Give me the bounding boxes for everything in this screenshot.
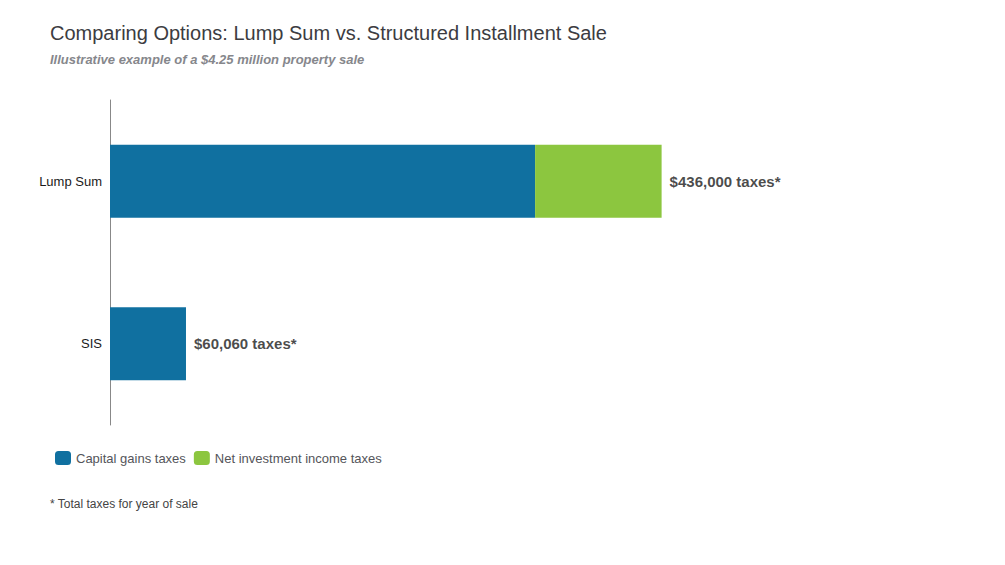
svg-text:Comparing Options: Lump Sum vs: Comparing Options: Lump Sum vs. Structur… (50, 22, 607, 44)
svg-text:* Total taxes for year of sale: * Total taxes for year of sale (50, 497, 198, 511)
svg-text:Illustrative example of a $4.2: Illustrative example of a $4.25 million … (50, 52, 364, 67)
svg-text:Capital gains taxes: Capital gains taxes (76, 451, 186, 466)
svg-text:$436,000 taxes*: $436,000 taxes* (670, 173, 781, 190)
svg-text:SIS: SIS (81, 336, 102, 351)
svg-text:Lump Sum: Lump Sum (39, 174, 102, 189)
svg-text:$60,060 taxes*: $60,060 taxes* (194, 335, 297, 352)
svg-text:Net investment income taxes: Net investment income taxes (215, 451, 382, 466)
